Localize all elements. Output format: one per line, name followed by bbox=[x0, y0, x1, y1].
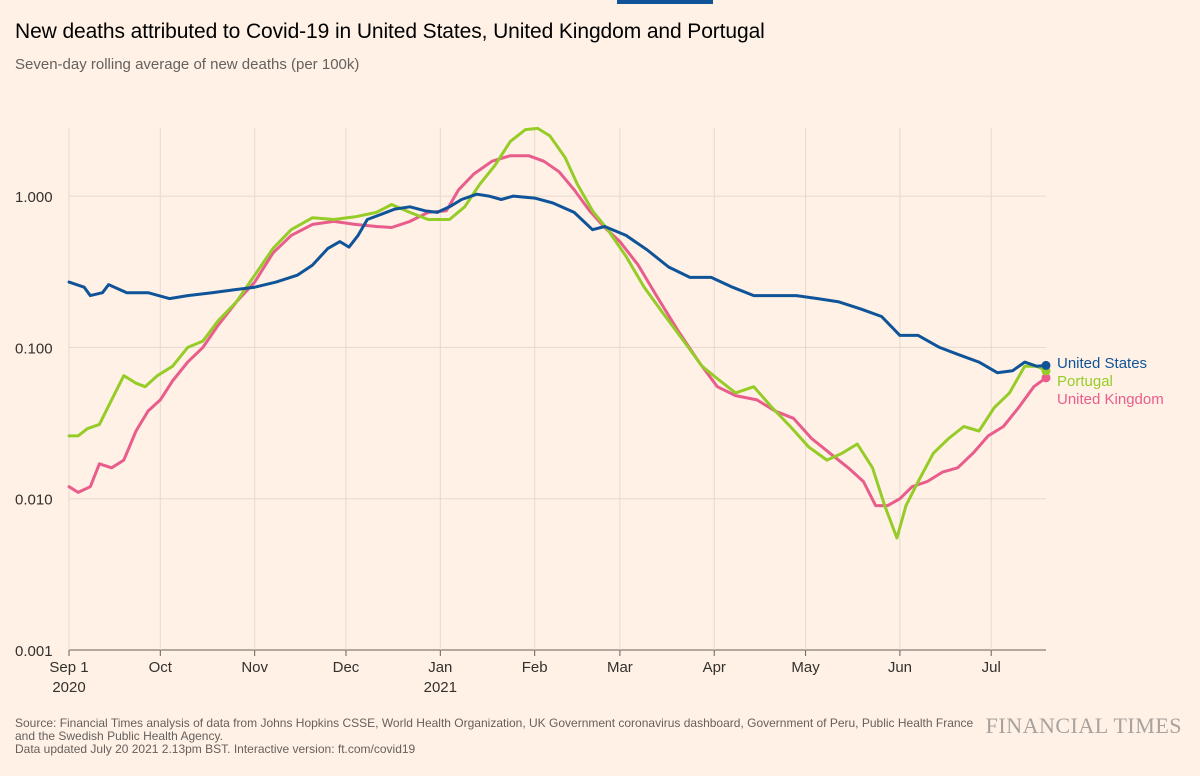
series-line-united-kingdom bbox=[67, 154, 1048, 508]
y-tick-label: 0.001 bbox=[15, 643, 53, 660]
line-chart: 0.001 0.010 0.100 1.000 Sep 1 2020 Oct Nov Dec J… bbox=[15, 126, 1164, 696]
x-tick-label: Mar bbox=[607, 659, 633, 676]
chart-subtitle: Seven-day rolling average of new deaths … bbox=[15, 56, 360, 73]
x-tick-label: Dec bbox=[333, 659, 360, 676]
x-tick-label: May bbox=[791, 659, 820, 676]
x-tick-sublabel: 2021 bbox=[424, 679, 457, 696]
y-axis: 0.001 0.010 0.100 1.000 bbox=[15, 189, 53, 660]
end-dot-united-kingdom bbox=[1041, 373, 1051, 383]
y-tick-label: 0.100 bbox=[15, 340, 53, 357]
legend-label-united-states: United States bbox=[1057, 355, 1147, 372]
x-tick-label: Feb bbox=[522, 659, 548, 676]
top-accent-rule bbox=[617, 0, 713, 4]
source-line-1: Source: Financial Times analysis of data… bbox=[15, 716, 974, 730]
legend-label-portugal: Portugal bbox=[1057, 373, 1113, 390]
y-tick-label: 1.000 bbox=[15, 189, 53, 206]
source-line-2: and the Swedish Public Health Agency. bbox=[15, 729, 223, 743]
x-tick-label: Apr bbox=[703, 659, 726, 676]
x-tick-label: Jul bbox=[982, 659, 1001, 676]
x-tick-label: Sep 1 bbox=[49, 659, 88, 676]
series-line-portugal bbox=[67, 126, 1048, 540]
chart-title: New deaths attributed to Covid-19 in Uni… bbox=[15, 20, 765, 43]
x-tick-sublabel: 2020 bbox=[52, 679, 85, 696]
x-tick-label: Jan bbox=[428, 659, 452, 676]
y-tick-label: 0.010 bbox=[15, 492, 53, 509]
x-tick-label: Jun bbox=[888, 659, 912, 676]
x-axis: Sep 1 2020 Oct Nov Dec Jan 2021 Feb Mar Apr May Jun… bbox=[49, 650, 1001, 696]
x-tick-label: Nov bbox=[241, 659, 268, 676]
end-dot-united-states bbox=[1041, 360, 1051, 370]
ft-logo: FINANCIAL TIMES bbox=[985, 713, 1182, 738]
series-line-united-states bbox=[67, 192, 1048, 375]
source-line-3: Data updated July 20 2021 2.13pm BST. In… bbox=[15, 742, 416, 756]
legend-label-united-kingdom: United Kingdom bbox=[1057, 391, 1164, 408]
x-tick-label: Oct bbox=[149, 659, 173, 676]
source-note: Source: Financial Times analysis of data… bbox=[15, 717, 975, 756]
series-lines bbox=[67, 126, 1051, 540]
